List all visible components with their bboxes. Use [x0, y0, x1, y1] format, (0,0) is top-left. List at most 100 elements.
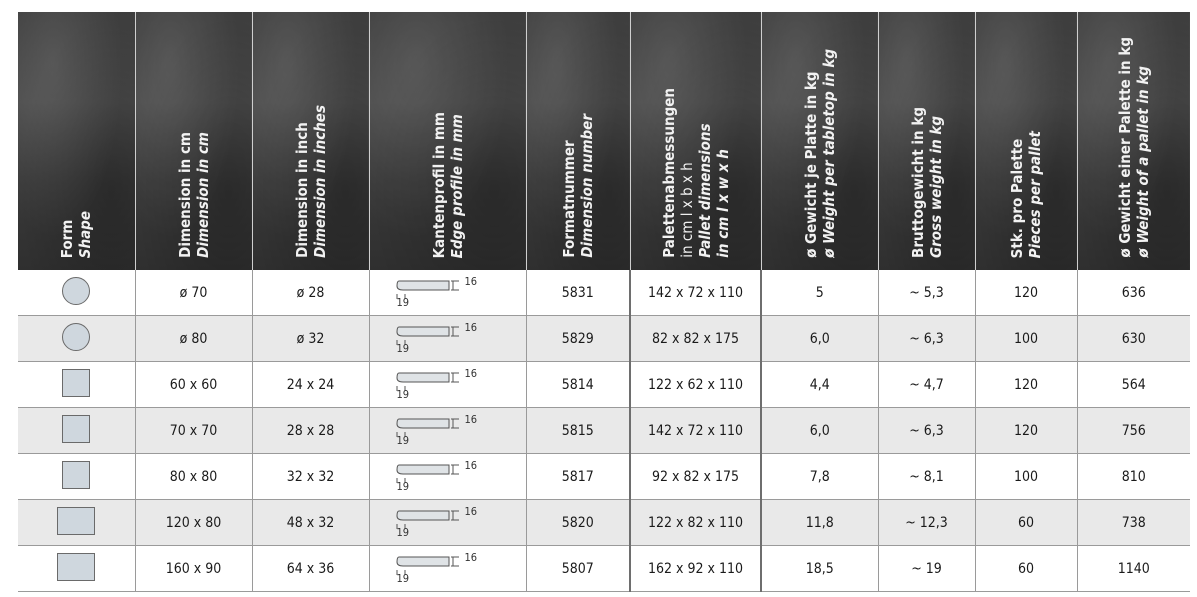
shape-cell	[18, 361, 136, 408]
weight-per-tabletop-cell: 11,8	[761, 499, 879, 546]
dimension-number-cell: 5831	[526, 270, 631, 316]
edge-profile-drawing: 16 19	[393, 459, 503, 495]
pallet-dimensions-cell: 82 x 82 x 175	[630, 315, 762, 362]
edge-profile-drawing: 16 19	[393, 551, 503, 587]
edge-profile-cell: 16 19	[369, 453, 527, 500]
pieces-per-pallet-cell: 60	[975, 499, 1078, 546]
header-weight-per-tabletop-en: ø Weight per tabletop in kg	[819, 49, 838, 258]
pieces-per-pallet-cell: 120	[975, 361, 1078, 408]
pallet-dimensions-cell: 142 x 72 x 110	[630, 407, 762, 454]
gross-weight-cell: ~ 12,3	[878, 499, 976, 546]
header-weight-of-pallet-en: ø Weight of a pallet in kg	[1133, 66, 1152, 258]
dimension-number-cell: 5820	[526, 499, 631, 546]
edge-rim-label: 19	[396, 479, 410, 493]
edge-profile-cell: 16 19	[369, 545, 527, 592]
shape-cell	[18, 499, 136, 546]
rectangle-shape-icon	[57, 552, 96, 581]
header-shape: Form Shape	[18, 12, 136, 270]
edge-thickness-label: 16	[464, 366, 478, 380]
weight-per-tabletop-cell: 6,0	[761, 407, 879, 454]
pieces-per-pallet-cell: 100	[975, 453, 1078, 500]
weight-of-pallet-cell: 756	[1077, 407, 1190, 454]
dimension-inch-cell: ø 32	[252, 315, 370, 362]
dimension-cm-cell: 60 x 60	[135, 361, 253, 408]
edge-thickness-label: 16	[464, 412, 478, 426]
weight-per-tabletop-cell: 4,4	[761, 361, 879, 408]
shape-cell	[18, 453, 136, 500]
edge-profile-icon	[395, 556, 459, 575]
pieces-per-pallet-cell: 120	[975, 270, 1078, 316]
dimension-cm-cell: ø 80	[135, 315, 253, 362]
table-body: ø 70 ø 28 16 19 5831 142 x 72 x 110 5 ~ …	[18, 270, 1190, 592]
edge-rim-label: 19	[396, 433, 410, 447]
edge-rim-label: 19	[396, 295, 410, 309]
table-row-1: ø 70 ø 28 16 19 5831 142 x 72 x 110 5 ~ …	[18, 270, 1190, 316]
dimension-number-cell: 5807	[526, 545, 631, 592]
header-shape-en: Shape	[76, 210, 95, 258]
header-dimension-cm-de: Dimension in cm	[175, 132, 194, 258]
edge-thickness-label: 16	[464, 458, 478, 472]
weight-of-pallet-cell: 564	[1077, 361, 1190, 408]
header-pieces-per-pallet-de: Stk. pro Palette	[1008, 138, 1026, 258]
header-edge-profile-en: Edge profile in mm	[447, 113, 466, 258]
pieces-per-pallet-cell: 100	[975, 315, 1078, 362]
header-dimension-cm-en: Dimension in cm	[193, 132, 212, 258]
header-pallet-dimensions-de: Palettenabmessungen	[659, 88, 678, 258]
weight-per-tabletop-cell: 18,5	[761, 545, 879, 592]
dimension-inch-cell: 32 x 32	[252, 453, 370, 500]
header-row: Form Shape Dimension in cm Dimension in cm…	[18, 12, 1190, 270]
square-shape-icon	[62, 368, 91, 397]
rectangle-shape-icon	[57, 506, 96, 535]
dimension-number-cell: 5814	[526, 361, 631, 408]
dimension-number-cell: 5829	[526, 315, 631, 362]
table-row-2: ø 80 ø 32 16 19 5829 82 x 82 x 175 6,0 ~…	[18, 315, 1190, 362]
edge-profile-cell: 16 19	[369, 315, 527, 362]
edge-profile-icon	[395, 326, 459, 345]
header-pallet-dimensions-en: Pallet dimensions	[695, 123, 714, 258]
header-pallet-dimensions-en-units: in cm l x w x h	[713, 149, 732, 258]
edge-profile-icon	[395, 510, 459, 529]
header-weight-per-tabletop-de: ø Gewicht je Platte in kg	[801, 71, 820, 258]
header-pieces-per-pallet-en: Pieces per pallet	[1026, 130, 1044, 258]
gross-weight-cell: ~ 6,3	[878, 407, 976, 454]
weight-per-tabletop-cell: 6,0	[761, 315, 879, 362]
gross-weight-cell: ~ 8,1	[878, 453, 976, 500]
table-row-6: 120 x 80 48 x 32 16 19 5820 122 x 82 x 1…	[18, 499, 1190, 546]
edge-profile-cell: 16 19	[369, 499, 527, 546]
table-row-3: 60 x 60 24 x 24 16 19 5814 122 x 62 x 11…	[18, 361, 1190, 408]
dimension-number-cell: 5815	[526, 407, 631, 454]
edge-rim-label: 19	[396, 341, 410, 355]
edge-profile-cell: 16 19	[369, 407, 527, 454]
shape-cell	[18, 545, 136, 592]
header-shape-de: Form	[58, 219, 77, 258]
edge-thickness-label: 16	[464, 550, 478, 564]
pallet-dimensions-cell: 122 x 62 x 110	[630, 361, 762, 408]
table-row-5: 80 x 80 32 x 32 16 19 5817 92 x 82 x 175…	[18, 453, 1190, 500]
header-edge-profile: Kantenprofil in mm Edge profile in mm	[369, 12, 527, 270]
square-shape-icon	[62, 460, 91, 489]
gross-weight-cell: ~ 6,3	[878, 315, 976, 362]
edge-profile-icon	[395, 418, 459, 437]
dimension-cm-cell: 160 x 90	[135, 545, 253, 592]
dimension-inch-cell: 24 x 24	[252, 361, 370, 408]
table-row-4: 70 x 70 28 x 28 16 19 5815 142 x 72 x 11…	[18, 407, 1190, 454]
weight-of-pallet-cell: 1140	[1077, 545, 1190, 592]
gross-weight-cell: ~ 4,7	[878, 361, 976, 408]
header-dimension-number-de: Formatnummer	[560, 140, 578, 258]
edge-profile-drawing: 16 19	[393, 321, 503, 357]
edge-profile-cell: 16 19	[369, 270, 527, 316]
circle-shape-icon	[62, 322, 91, 351]
edge-profile-icon	[395, 464, 459, 483]
header-pallet-dimensions-de-units: in cm l x b x h	[677, 162, 696, 258]
dimension-cm-cell: 70 x 70	[135, 407, 253, 454]
edge-thickness-label: 16	[464, 274, 478, 288]
dimension-inch-cell: 48 x 32	[252, 499, 370, 546]
edge-rim-label: 19	[396, 387, 410, 401]
edge-profile-drawing: 16 19	[393, 413, 503, 449]
header-dimension-cm: Dimension in cm Dimension in cm	[135, 12, 253, 270]
header-gross-weight-en: Gross weight in kg	[926, 116, 945, 258]
weight-of-pallet-cell: 636	[1077, 270, 1190, 316]
edge-rim-label: 19	[396, 525, 410, 539]
weight-per-tabletop-cell: 7,8	[761, 453, 879, 500]
header-gross-weight: Bruttogewicht in kg Gross weight in kg	[878, 12, 976, 270]
